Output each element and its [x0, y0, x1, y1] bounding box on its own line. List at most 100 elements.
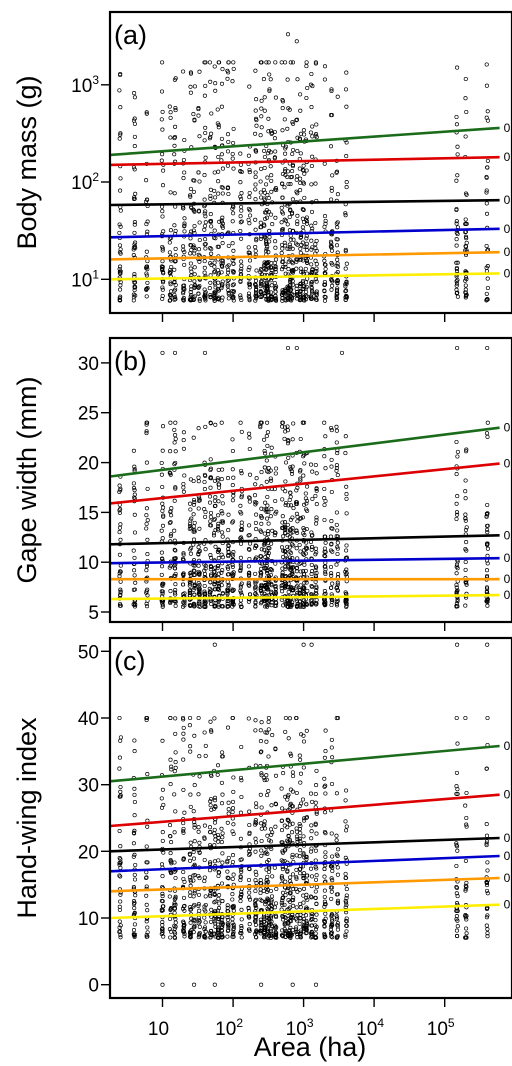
- data-point: [219, 509, 224, 514]
- data-point: [191, 873, 196, 878]
- data-point: [273, 925, 278, 931]
- data-point: [182, 931, 187, 936]
- data-point: [259, 547, 264, 552]
- quantile-line-0.1: [110, 593, 500, 601]
- data-point: [301, 473, 306, 478]
- data-point: [196, 549, 201, 554]
- data-point: [253, 818, 258, 823]
- data-point: [313, 246, 318, 251]
- data-point: [282, 117, 287, 122]
- data-point: [280, 128, 285, 133]
- data-point: [247, 446, 252, 452]
- data-point: [167, 240, 172, 245]
- data-point: [258, 190, 263, 195]
- data-point: [144, 568, 149, 573]
- data-point: [297, 854, 302, 859]
- data-point: [323, 567, 328, 572]
- data-point: [343, 87, 349, 92]
- data-point: [282, 848, 287, 853]
- data-point: [197, 924, 202, 929]
- data-point: [191, 587, 196, 592]
- data-point: [329, 571, 334, 576]
- data-point: [144, 919, 149, 924]
- data-point: [231, 572, 236, 577]
- data-point: [216, 60, 221, 65]
- data-point: [230, 258, 235, 263]
- data-point: [191, 112, 196, 117]
- data-point: [197, 930, 202, 936]
- data-point: [220, 860, 225, 865]
- data-point: [463, 76, 468, 82]
- data-point: [290, 932, 295, 937]
- data-point: [230, 934, 235, 939]
- data-point: [196, 587, 201, 592]
- data-point: [187, 581, 193, 586]
- data-point: [173, 588, 178, 593]
- data-point: [172, 77, 177, 82]
- data-point: [294, 266, 299, 271]
- data-point: [167, 927, 172, 932]
- data-point: [484, 83, 489, 88]
- data-point: [265, 175, 270, 180]
- data-point: [485, 434, 490, 439]
- data-point: [259, 506, 264, 511]
- data-point: [269, 568, 275, 573]
- data-point: [303, 496, 308, 501]
- data-point: [196, 506, 201, 511]
- data-point: [216, 556, 221, 561]
- data-point: [253, 918, 258, 924]
- data-point: [172, 297, 177, 302]
- data-point: [211, 531, 217, 536]
- data-point: [239, 924, 244, 929]
- data-point: [309, 247, 314, 252]
- data-point: [268, 935, 273, 941]
- data-point: [118, 72, 123, 77]
- data-point: [173, 124, 178, 129]
- data-point: [330, 526, 335, 531]
- data-point: [254, 880, 259, 886]
- data-point: [335, 451, 340, 456]
- data-point: [231, 926, 236, 931]
- data-point: [131, 854, 136, 859]
- data-point: [294, 500, 299, 505]
- data-point: [485, 913, 490, 918]
- data-point: [304, 64, 309, 69]
- data-point: [181, 830, 186, 835]
- data-point: [230, 799, 236, 804]
- data-point: [220, 295, 225, 300]
- data-point: [144, 564, 150, 569]
- data-point: [273, 293, 278, 299]
- data-point: [269, 445, 274, 450]
- data-point: [294, 177, 299, 182]
- data-point: [454, 843, 459, 848]
- data-point: [117, 766, 122, 771]
- data-point: [117, 571, 122, 576]
- data-point: [300, 588, 306, 594]
- data-point: [192, 520, 197, 525]
- data-point: [220, 191, 225, 196]
- data-point: [196, 426, 201, 431]
- data-point: [282, 549, 287, 554]
- data-point: [287, 545, 292, 550]
- data-point: [334, 917, 339, 922]
- data-point: [344, 180, 349, 185]
- data-point: [191, 529, 196, 534]
- data-point: [225, 915, 230, 920]
- data-point: [265, 553, 271, 558]
- data-point: [265, 874, 270, 879]
- data-point: [247, 890, 252, 895]
- data-point: [335, 715, 341, 721]
- data-point: [167, 894, 172, 899]
- quantile-line-0.95: [110, 744, 500, 783]
- data-point: [270, 222, 275, 227]
- data-point: [238, 509, 243, 515]
- data-point: [215, 476, 220, 481]
- data-point: [283, 264, 288, 269]
- data-point: [231, 872, 236, 877]
- data-point: [187, 588, 192, 593]
- data-point: [322, 933, 327, 938]
- data-point: [335, 598, 340, 603]
- data-point: [264, 182, 269, 187]
- data-point: [238, 503, 243, 508]
- data-point: [246, 877, 252, 883]
